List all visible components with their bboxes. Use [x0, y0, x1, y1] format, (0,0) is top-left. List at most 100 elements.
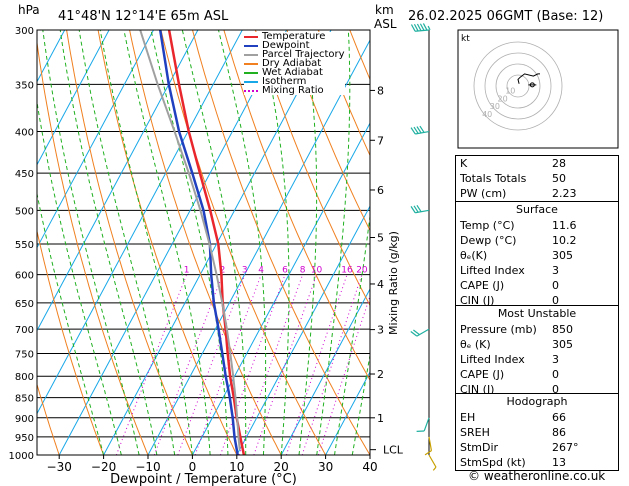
wind-barb-flag	[413, 126, 419, 134]
mixing-ratio-label: 20	[356, 266, 368, 276]
asl-label: ASL	[374, 17, 397, 31]
legend-swatch	[244, 53, 258, 56]
legend-swatch	[244, 80, 258, 83]
mu-label: CAPE (J)	[460, 368, 505, 381]
dry-adiabat-line	[97, 30, 238, 455]
surface-row: Dewp (°C) 10.2	[456, 233, 618, 248]
km-tick-label: 1	[377, 412, 384, 425]
wind-barb-flag	[410, 331, 418, 337]
wind-barb-flag	[410, 206, 416, 214]
hodograph-unit-label: kt	[461, 34, 470, 44]
mu-row: Pressure (mb) 850	[456, 322, 618, 337]
legend-swatch	[244, 35, 258, 38]
mu-value: 3	[552, 353, 559, 366]
km-tick-label: 7	[377, 134, 384, 147]
mixing-ratio-line	[238, 274, 304, 455]
km-tick-label: 6	[377, 184, 384, 197]
wind-barb-flag	[413, 205, 419, 213]
surface-label: CAPE (J)	[460, 279, 505, 292]
mixing-ratio-line	[219, 274, 286, 455]
mu-value: 0	[552, 383, 559, 396]
lcl-label: LCL	[383, 444, 404, 457]
datetime-title: 26.02.2025 06GMT (Base: 12)	[408, 9, 604, 24]
hodo-value: 13	[552, 456, 566, 469]
legend-swatch	[244, 44, 258, 47]
mu-label: CIN (J)	[460, 383, 495, 396]
wind-barb-flag	[413, 23, 419, 32]
pressure-tick-label: 400	[15, 128, 34, 139]
surface-label: CIN (J)	[460, 294, 495, 307]
hodograph-frame	[457, 29, 619, 149]
km-label: km	[375, 3, 394, 17]
isotherm-line	[37, 30, 110, 166]
wind-barb-shaft	[428, 436, 433, 451]
surface-label: Temp (°C)	[460, 219, 515, 232]
most-unstable-panel: Most Unstable Pressure (mb) 850 θₑ (K) 305…	[455, 305, 619, 398]
pressure-tick-label: 500	[15, 206, 34, 217]
hodo-row: EH 66	[456, 410, 618, 425]
wet-adiabat-line	[59, 30, 158, 455]
index-row-k: K 28	[456, 156, 618, 171]
legend-item: Parcel Trajectory	[244, 50, 345, 60]
dry-adiabat-line	[254, 30, 370, 307]
mu-value: 0	[552, 368, 559, 381]
wet-adiabat-line	[334, 212, 370, 455]
indices-panel: K 28 Totals Totals 50 PW (cm) 2.23	[455, 155, 619, 202]
pressure-tick-label: 900	[15, 414, 34, 425]
wind-barb-shaft	[428, 454, 437, 468]
km-tick-label: 2	[377, 368, 384, 381]
hodograph-ring-label: 20	[498, 94, 508, 103]
series-parcel-trajectory	[139, 30, 241, 450]
mixing-ratio-axis-title: Mixing Ratio (g/kg)	[387, 231, 400, 335]
wind-barb-shaft	[415, 130, 430, 135]
mixing-ratio-label: 25	[371, 266, 382, 276]
hodograph-trace	[517, 73, 540, 84]
mixing-ratio-line	[301, 274, 363, 455]
legend-label: Mixing Ratio	[262, 85, 324, 96]
x-tick-label: −30	[47, 460, 72, 474]
legend-item: Dewpoint	[244, 41, 345, 51]
hodo-value: 86	[552, 426, 566, 439]
x-tick-label: −10	[135, 460, 160, 474]
index-row-totals: Totals Totals 50	[456, 171, 618, 186]
surface-label: Lifted Index	[460, 264, 525, 277]
dry-adiabat-line	[286, 30, 370, 232]
wind-barb-flag	[410, 24, 416, 32]
hodograph-ring	[495, 63, 541, 109]
surface-value: 305	[552, 249, 573, 262]
wind-barb	[410, 205, 430, 214]
hodograph-ring	[484, 52, 552, 120]
wind-barb	[410, 125, 430, 135]
pressure-tick-label: 1000	[9, 451, 34, 462]
mixing-ratio-line	[177, 274, 246, 455]
mu-value: 850	[552, 323, 573, 336]
surface-value: 0	[552, 279, 559, 292]
wet-adiabat-line	[351, 352, 370, 455]
legend-item: Temperature	[244, 32, 345, 42]
index-value: 2.23	[552, 187, 577, 200]
surface-value: 0	[552, 294, 559, 307]
hodograph-panel: Hodograph EH 66 SREH 86 StmDir 267° StmSpd …	[455, 393, 619, 471]
wet-adiabat-line	[181, 30, 247, 455]
wet-adiabat-line	[217, 30, 267, 455]
wind-barb	[428, 454, 437, 471]
dry-adiabat-line	[317, 30, 370, 157]
mixing-ratio-label: 8	[300, 266, 306, 276]
isotherm-line	[37, 30, 243, 415]
credit-text: © weatheronline.co.uk	[468, 469, 606, 483]
hodo-row: SREH 86	[456, 425, 618, 440]
legend-swatch	[244, 62, 258, 65]
x-tick-label: 40	[362, 460, 377, 474]
dry-adiabat-line	[37, 39, 149, 455]
hodo-row: StmSpd (kt) 13	[456, 455, 618, 470]
hodo-row: StmDir 267°	[456, 440, 618, 455]
wind-barb-flag	[422, 23, 428, 31]
legend-item: Wet Adiabat	[244, 68, 345, 78]
x-axis-title: Dewpoint / Temperature (°C)	[110, 472, 297, 486]
dry-adiabat-line	[66, 30, 193, 455]
wind-barb	[416, 417, 430, 432]
surface-value: 11.6	[552, 219, 577, 232]
mu-label: Pressure (mb)	[460, 323, 537, 336]
surface-row: Lifted Index 3	[456, 263, 618, 278]
